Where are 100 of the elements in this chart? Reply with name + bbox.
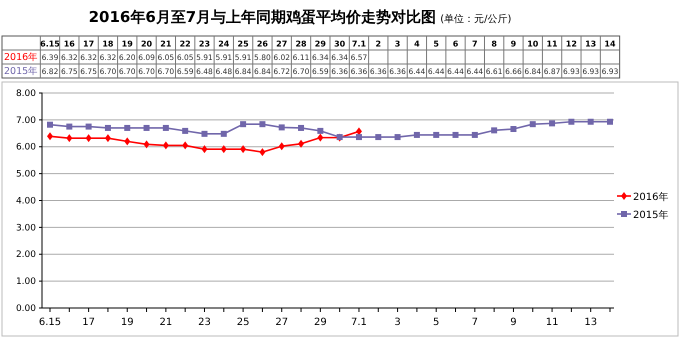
x-tick-label: 25 (238, 40, 250, 48)
x-tick-label: 14 (604, 40, 616, 48)
y-tick-label: 3.00 (16, 223, 36, 234)
x-tick-label: 26 (256, 40, 268, 48)
category-label: 29 (314, 317, 327, 328)
point (86, 124, 92, 130)
category-label: 17 (82, 317, 95, 328)
point (162, 141, 169, 150)
point (317, 128, 324, 134)
point (510, 126, 516, 132)
chart-title: 2016年6月至7月与上年同期鸡蛋平均价走势对比图 (88, 8, 436, 26)
point (530, 121, 536, 128)
point (607, 118, 613, 125)
category-label: 23 (198, 317, 211, 328)
y-tick-label: 5.00 (16, 170, 36, 180)
point (259, 121, 266, 128)
category-label: 13 (584, 317, 598, 328)
point (298, 124, 304, 131)
point (433, 132, 440, 138)
point (278, 142, 285, 150)
legend-label: 2016年 (633, 191, 668, 203)
x-tick-label: 24 (218, 40, 230, 48)
x-tick-label: 20 (140, 40, 153, 48)
x-tick-label: 5 (433, 40, 440, 48)
point (201, 145, 208, 154)
x-tick-label: 27 (276, 40, 288, 48)
category-label: 25 (236, 317, 250, 328)
point (298, 140, 304, 148)
point (66, 134, 72, 142)
x-tick-label: 30 (334, 40, 346, 48)
x-tick-label: 11 (546, 40, 558, 48)
y-tick-label: 8.00 (16, 88, 36, 99)
x-tick-label: 29 (314, 40, 326, 48)
x-tick-label: 22 (180, 40, 191, 48)
point (182, 128, 188, 134)
x-tick-label: 18 (102, 40, 114, 48)
point (240, 121, 246, 128)
category-label: 11 (546, 317, 558, 328)
point (472, 132, 478, 138)
x-tick-label: 23 (198, 40, 210, 48)
category-label: 9 (510, 317, 517, 328)
x-tick-label: 4 (414, 40, 420, 48)
point (47, 122, 53, 128)
point (356, 134, 362, 140)
point (278, 124, 285, 130)
y-tick-label: 4.00 (16, 196, 36, 206)
y-tick-label: 7.00 (16, 116, 36, 126)
point (47, 132, 53, 140)
category-label: 19 (120, 317, 134, 328)
x-tick-label: 9 (510, 40, 517, 48)
category-label: 21 (159, 317, 172, 328)
point (104, 134, 111, 142)
point (394, 134, 401, 140)
category-label: 6.15 (38, 317, 62, 328)
category-label: 5 (433, 317, 440, 328)
point (317, 134, 324, 142)
point (66, 124, 72, 130)
category-label: 27 (275, 317, 288, 328)
x-tick-label: 21 (160, 40, 172, 48)
x-tick-label: 8 (491, 40, 498, 48)
legend-label: 2015年 (633, 209, 668, 221)
y-tick-label: 6.00 (16, 142, 36, 153)
x-tick-label: 16 (64, 40, 76, 48)
text: 2016年 (4, 52, 38, 63)
point (491, 127, 498, 134)
x-tick-label: 28 (295, 40, 308, 48)
y-tick-label: 1.00 (16, 277, 36, 288)
point (588, 118, 594, 125)
x-tick-label: 6 (452, 40, 459, 48)
point (162, 124, 169, 131)
x-tick-label: 3 (394, 40, 400, 48)
point (144, 140, 150, 148)
point (124, 137, 130, 146)
point (240, 145, 246, 154)
x-tick-label: 2 (375, 40, 382, 48)
point (220, 145, 227, 154)
point (452, 132, 459, 138)
category-label: 7.1 (351, 317, 367, 328)
x-tick-label: 6.15 (40, 40, 60, 48)
x-tick-label: 17 (83, 40, 94, 48)
point (549, 120, 556, 126)
point (144, 124, 150, 131)
x-tick-label: 10 (527, 40, 539, 48)
point (124, 124, 130, 131)
point (86, 134, 92, 142)
y-tick-label: 2.00 (16, 250, 36, 260)
category-label: 3 (394, 317, 401, 328)
point (220, 130, 227, 137)
point (259, 148, 266, 156)
category-label: 7 (472, 317, 478, 328)
x-tick-label: 7 (472, 40, 478, 48)
point (104, 124, 111, 131)
text: 2015年 (4, 66, 38, 77)
chart-subtitle: (单位：元/公斤) (440, 13, 512, 25)
y-tick-label: 0.00 (16, 304, 36, 314)
x-tick-label: 13 (585, 40, 596, 48)
point (414, 132, 420, 138)
point (201, 130, 208, 137)
x-tick-label: 12 (566, 40, 577, 48)
point (356, 127, 362, 136)
